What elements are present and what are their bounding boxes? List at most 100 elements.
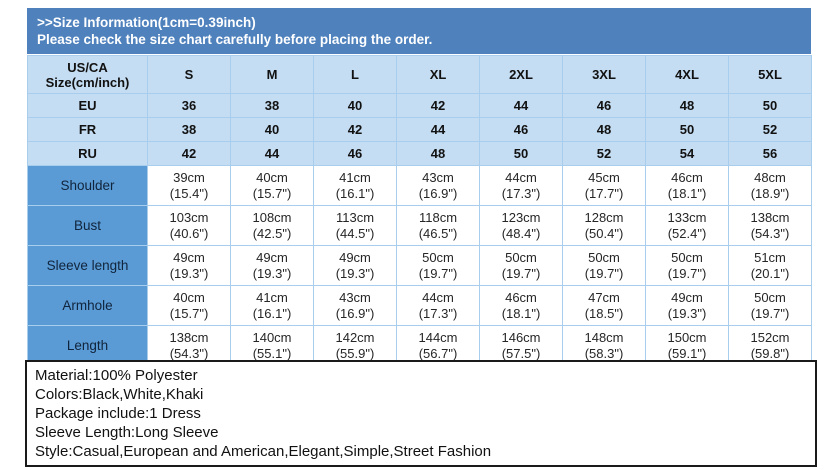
size-header-cell: S (147, 55, 231, 94)
measure-inch: (58.3") (584, 345, 624, 361)
measure-inch: (16.9") (418, 185, 458, 201)
region-size-cell: 52 (728, 117, 812, 142)
measure-inch: (19.7") (418, 265, 458, 281)
measure-inch: (59.8") (750, 345, 790, 361)
measure-inch: (17.3") (418, 305, 458, 321)
measure-cm: 140cm (252, 329, 292, 345)
size-header-cell: 4XL (645, 55, 729, 94)
measure-inch: (17.3") (501, 185, 541, 201)
measure-value-cell: 41cm (16.1") (230, 285, 314, 326)
measure-cm: 50cm (671, 249, 703, 265)
region-size-cell: 42 (396, 93, 480, 118)
measure-cm: 46cm (505, 289, 537, 305)
measure-row: Length 138cm (54.3") 140cm (55.1") 142cm (55.9… (27, 325, 812, 366)
measure-cm: 144cm (418, 329, 458, 345)
measure-value-cell: 41cm (16.1") (313, 165, 397, 206)
size-table: US/CA Size(cm/inch) S M L XL 2XL 3XL 4XL 5XL EU 36 3… (27, 55, 812, 366)
measure-inch: (19.7") (750, 305, 790, 321)
measure-value-cell: 140cm (55.1") (230, 325, 314, 366)
measure-inch: (19.3") (169, 265, 209, 281)
measure-value-cell: 50cm (19.7") (396, 245, 480, 286)
region-size-cell: 42 (147, 141, 231, 166)
measure-value-cell: 49cm (19.3") (147, 245, 231, 286)
measure-inch: (18.9") (750, 185, 790, 201)
region-size-cell: 44 (479, 93, 563, 118)
measure-inch: (46.5") (418, 225, 458, 241)
measure-row-label: Bust (27, 205, 148, 246)
measure-value-cell: 148cm (58.3") (562, 325, 646, 366)
region-size-cell: 46 (562, 93, 646, 118)
measure-cm: 123cm (501, 209, 541, 225)
measure-value-cell: 43cm (16.9") (396, 165, 480, 206)
measure-row-label: Sleeve length (27, 245, 148, 286)
measure-inch: (52.4") (667, 225, 707, 241)
measure-cm: 44cm (505, 169, 537, 185)
region-size-cell: 48 (396, 141, 480, 166)
measure-inch: (20.1") (750, 265, 790, 281)
measure-inch: (19.3") (667, 305, 707, 321)
region-size-cell: 42 (313, 117, 397, 142)
measure-inch: (54.3") (169, 345, 209, 361)
region-size-cell: 40 (230, 117, 314, 142)
measure-value-cell: 50cm (19.7") (645, 245, 729, 286)
measure-inch: (18.1") (501, 305, 541, 321)
measure-cm: 148cm (584, 329, 624, 345)
measure-cm: 40cm (256, 169, 288, 185)
measure-value-cell: 40cm (15.7") (147, 285, 231, 326)
measure-value-cell: 133cm (52.4") (645, 205, 729, 246)
measure-inch: (55.9") (335, 345, 375, 361)
region-size-cell: 38 (147, 117, 231, 142)
measure-cm: 40cm (173, 289, 205, 305)
measure-value-cell: 46cm (18.1") (479, 285, 563, 326)
measure-inch: (16.9") (335, 305, 375, 321)
measure-value-cell: 146cm (57.5") (479, 325, 563, 366)
measure-row-label: Shoulder (27, 165, 148, 206)
measure-inch: (55.1") (252, 345, 292, 361)
measure-cm: 45cm (588, 169, 620, 185)
measure-cm: 142cm (335, 329, 375, 345)
measure-cm: 138cm (169, 329, 209, 345)
region-row-label: FR (27, 117, 148, 142)
measure-row-label: Length (27, 325, 148, 366)
banner-subtitle: Please check the size chart carefully be… (37, 32, 433, 47)
region-size-cell: 50 (479, 141, 563, 166)
region-row-label: EU (27, 93, 148, 118)
measure-inch: (59.1") (667, 345, 707, 361)
region-size-cell: 54 (645, 141, 729, 166)
measure-cm: 39cm (173, 169, 205, 185)
corner-header-cell: US/CA Size(cm/inch) (27, 55, 148, 94)
measure-cm: 146cm (501, 329, 541, 345)
size-header-cell: XL (396, 55, 480, 94)
measure-value-cell: 49cm (19.3") (645, 285, 729, 326)
region-size-cell: 50 (645, 117, 729, 142)
measure-value-cell: 123cm (48.4") (479, 205, 563, 246)
corner-header-line: Size(cm/inch) (45, 74, 130, 90)
measure-value-cell: 47cm (18.5") (562, 285, 646, 326)
measure-value-cell: 40cm (15.7") (230, 165, 314, 206)
size-table-body: US/CA Size(cm/inch) S M L XL 2XL 3XL 4XL 5XL EU 36 3… (27, 55, 812, 366)
measure-cm: 44cm (422, 289, 454, 305)
measure-cm: 43cm (422, 169, 454, 185)
measure-inch: (54.3") (750, 225, 790, 241)
measure-cm: 49cm (339, 249, 371, 265)
measure-inch: (19.3") (335, 265, 375, 281)
measure-value-cell: 50cm (19.7") (562, 245, 646, 286)
measure-cm: 49cm (173, 249, 205, 265)
measure-cm: 41cm (339, 169, 371, 185)
measure-inch: (19.7") (501, 265, 541, 281)
measure-inch: (17.7") (584, 185, 624, 201)
measure-inch: (16.1") (252, 305, 292, 321)
measure-value-cell: 43cm (16.9") (313, 285, 397, 326)
region-size-cell: 50 (728, 93, 812, 118)
detail-material: Material:100% Polyester (35, 367, 198, 384)
region-size-cell: 46 (479, 117, 563, 142)
measure-value-cell: 118cm (46.5") (396, 205, 480, 246)
measure-inch: (16.1") (335, 185, 375, 201)
size-header-cell: 2XL (479, 55, 563, 94)
measure-value-cell: 113cm (44.5") (313, 205, 397, 246)
region-row: RU 42 44 46 48 50 52 54 56 (27, 141, 812, 166)
measure-inch: (19.3") (252, 265, 292, 281)
product-details-box: Material:100% Polyester Colors:Black,Whi… (25, 360, 817, 467)
measure-cm: 47cm (588, 289, 620, 305)
measure-cm: 46cm (671, 169, 703, 185)
